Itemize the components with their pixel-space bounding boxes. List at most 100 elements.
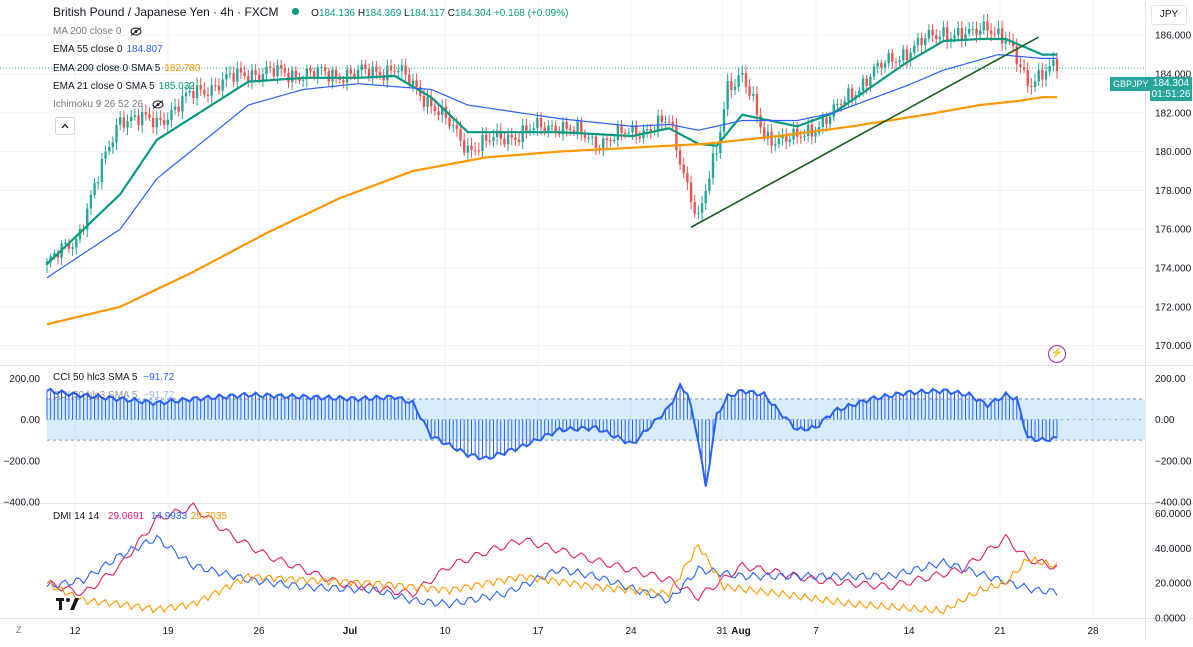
candle-body: [572, 130, 576, 133]
candle-body: [386, 65, 389, 81]
open-value: 184.136: [318, 8, 356, 19]
candle-body: [122, 117, 126, 128]
candle-body: [902, 49, 905, 61]
candle-body: [166, 119, 169, 125]
candle-body: [905, 49, 909, 61]
cci-label: CCI 50 hlc3 SMA 5: [53, 390, 138, 401]
candle-body: [799, 136, 803, 138]
candle-body: [806, 124, 810, 137]
candle-body: [1019, 64, 1022, 68]
candle-body: [730, 81, 733, 91]
candle-body: [199, 85, 202, 90]
time-axis-label: 14: [903, 626, 915, 637]
flash-icon[interactable]: ⚡: [1048, 345, 1066, 363]
candle-body: [591, 136, 594, 138]
candle-body: [503, 138, 506, 145]
candle-body: [129, 116, 133, 122]
candle-body: [250, 70, 254, 82]
candle-body: [700, 203, 704, 213]
timezone-button[interactable]: Z: [16, 625, 22, 635]
candle-body: [675, 124, 678, 151]
cci-axis-label: 0.00: [1155, 415, 1175, 426]
candle-body: [247, 75, 250, 82]
candle-body: [404, 65, 407, 75]
candle-body: [569, 128, 572, 131]
time-axis-label: Aug: [731, 626, 750, 637]
cci-axis-label: −400.00: [1155, 498, 1192, 509]
candle-body: [554, 125, 557, 132]
candle-body: [828, 116, 832, 125]
hidden-eye-icon[interactable]: [130, 26, 142, 36]
candle-body: [565, 121, 568, 129]
candle-body: [993, 33, 996, 35]
candle-body: [455, 125, 459, 129]
candle-body: [334, 69, 338, 77]
candle-body: [752, 93, 755, 96]
indicator-ema21[interactable]: EMA 21 close 0 SMA 5 185.032: [53, 80, 195, 94]
candle-body: [481, 134, 484, 152]
candle-body: [693, 202, 696, 214]
price-axis-label: 178.000: [1155, 186, 1192, 197]
candle-body: [708, 178, 711, 192]
cci-legend[interactable]: CCI 50 hlc3 SMA 5 −91.72: [53, 372, 174, 383]
candle-body: [272, 67, 276, 77]
candle-body: [148, 114, 151, 118]
candle-body: [305, 68, 309, 80]
candle-body: [602, 138, 605, 151]
candle-body: [722, 109, 726, 133]
candle-body: [49, 256, 52, 262]
candle-body: [283, 68, 287, 73]
candle-body: [492, 137, 495, 142]
candle-body: [309, 68, 312, 72]
candle-body: [920, 37, 923, 46]
candle-body: [660, 115, 663, 122]
indicator-ichimoku[interactable]: Ichimoku 9 26 52 26: [53, 98, 164, 112]
dmi-axis-label: 40.0000: [1155, 544, 1192, 555]
candle-body: [872, 66, 876, 77]
indicator-ma200[interactable]: MA 200 close 0: [53, 25, 142, 39]
candle-body: [942, 27, 945, 37]
candle-body: [510, 134, 513, 138]
currency-selector[interactable]: JPY: [1151, 5, 1187, 25]
candle-body: [243, 72, 246, 76]
candle-body: [232, 73, 235, 82]
symbol-title[interactable]: British Pound / Japanese Yen · 4h · FXCM: [53, 5, 279, 19]
hidden-eye-icon[interactable]: [152, 99, 164, 109]
candle-body: [437, 111, 440, 116]
dmi-legend[interactable]: DMI 14 14 29.0691 14.9933 29.7035: [53, 511, 227, 522]
candle-body: [177, 106, 180, 112]
indicator-label: EMA 55 close 0: [53, 44, 123, 55]
indicator-ema55[interactable]: EMA 55 close 0 184.807: [53, 43, 163, 57]
candle-body: [448, 117, 451, 127]
candle-body: [111, 142, 115, 148]
candle-body: [1015, 46, 1018, 65]
candle-body: [887, 52, 890, 64]
candle-body: [514, 137, 517, 140]
candle-body: [594, 136, 598, 148]
candle-body: [393, 70, 396, 72]
indicator-label: MA 200 close 0: [53, 26, 122, 37]
candle-body: [836, 103, 839, 105]
candle-body: [627, 132, 631, 134]
candle-body: [1011, 41, 1015, 47]
high-value: 184.369: [365, 8, 402, 19]
cci-axis-label: 200.00: [1155, 374, 1186, 385]
candle-body: [159, 117, 162, 120]
candle-body: [649, 129, 652, 133]
candle-body: [927, 29, 931, 39]
candle-body: [957, 27, 960, 36]
candle-body: [671, 121, 674, 125]
indicator-ema200[interactable]: EMA 200 close 0 SMA 5 182.780: [53, 62, 200, 76]
candle-body: [184, 92, 188, 97]
candle-body: [221, 79, 224, 91]
price-axis-label: 176.000: [1155, 225, 1192, 236]
last-price-tag: 184.304 01:51:26: [1150, 77, 1192, 101]
candle-body: [433, 106, 437, 112]
candle-body: [484, 134, 488, 141]
candle-body: [488, 140, 491, 142]
candle-body: [89, 195, 93, 209]
collapse-legend-button[interactable]: [55, 117, 75, 135]
cci-line: [46, 381, 1058, 487]
indicator-value: 184.807: [126, 44, 163, 55]
